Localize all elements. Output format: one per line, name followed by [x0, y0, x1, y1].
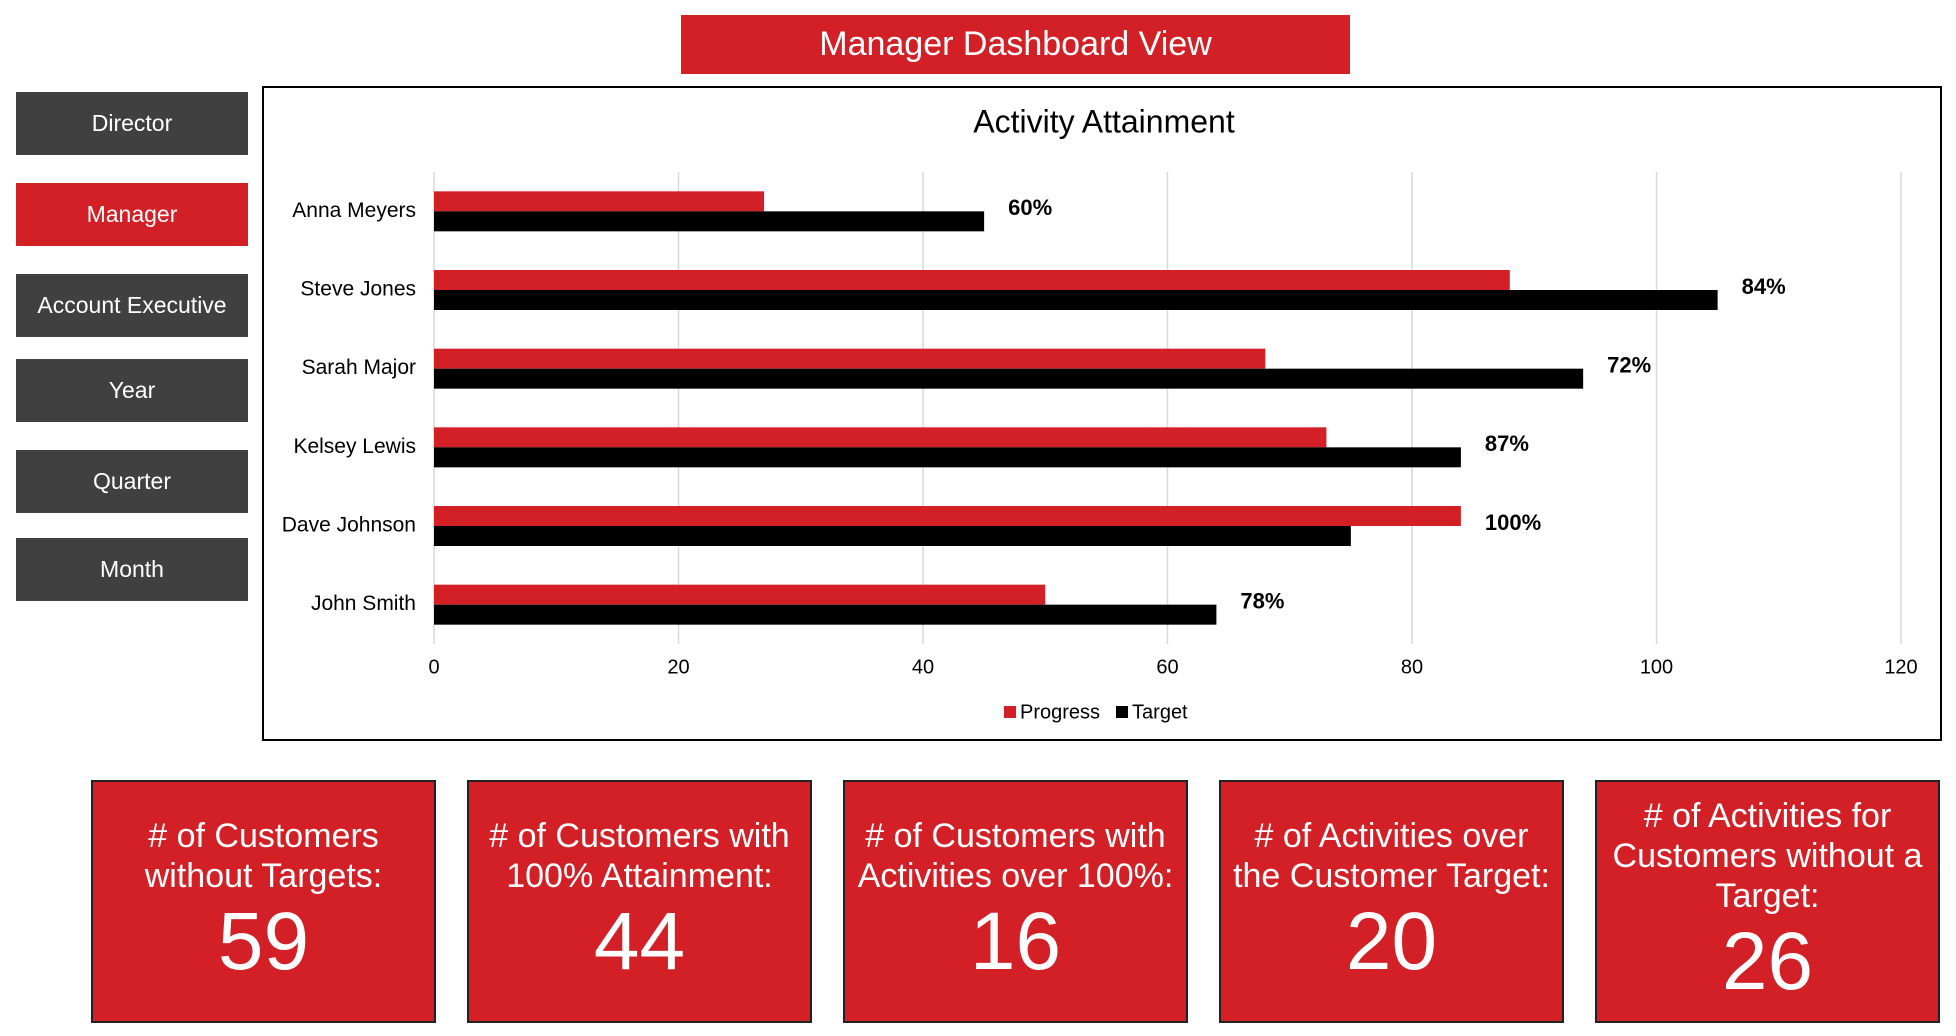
kpi-value: 44 [593, 895, 686, 987]
bar [434, 290, 1718, 310]
bar [434, 584, 1046, 605]
attainment-label: 84% [1742, 274, 1786, 299]
kpi-label: # of Customers with 100% Attainment: [489, 816, 790, 895]
kpi-value: 20 [1345, 895, 1438, 987]
kpi-label: # of Activities for Customers without a … [1612, 796, 1923, 915]
nav-button[interactable]: Month [16, 538, 248, 601]
x-tick-label: 40 [912, 656, 934, 678]
x-tick-label: 0 [428, 656, 439, 678]
nav-button[interactable]: Director [16, 92, 248, 155]
attainment-label: 100% [1485, 510, 1541, 535]
nav-button[interactable]: Quarter [16, 450, 248, 513]
y-tick-label: Anna Meyers [292, 199, 416, 222]
bar [434, 506, 1461, 526]
nav-button[interactable]: Manager [16, 183, 248, 246]
kpi-card: # of Customers with Activities over 100%… [843, 780, 1188, 1023]
x-tick-label: 100 [1640, 656, 1673, 678]
y-tick-label: Sarah Major [302, 356, 416, 379]
kpi-label: # of Activities over the Customer Target… [1233, 816, 1550, 895]
bar [434, 191, 765, 212]
legend-swatch [1116, 706, 1129, 718]
kpi-card: # of Customers without Targets: 59 [91, 780, 436, 1023]
x-tick-label: 60 [1156, 656, 1178, 678]
bar [434, 427, 1327, 448]
y-tick-label: Kelsey Lewis [293, 435, 416, 458]
legend-swatch [1004, 706, 1016, 718]
y-tick-label: Dave Johnson [282, 514, 416, 537]
x-tick-label: 20 [667, 656, 689, 678]
kpi-card: # of Customers with 100% Attainment: 44 [467, 780, 812, 1023]
attainment-label: 78% [1240, 588, 1284, 613]
y-tick-label: John Smith [311, 592, 416, 615]
bar [434, 211, 985, 232]
bar [434, 348, 1266, 369]
x-tick-label: 80 [1401, 656, 1423, 678]
bar [434, 447, 1461, 468]
chart-title: Activity Attainment [973, 103, 1235, 139]
y-tick-label: Steve Jones [300, 278, 416, 301]
nav-button[interactable]: Account Executive [16, 274, 248, 337]
attainment-label: 87% [1485, 431, 1529, 456]
attainment-label: 60% [1008, 195, 1052, 220]
chart: Activity Attainment 0 20 40 60 80 100 120 Anna … [262, 86, 1942, 741]
kpi-card: # of Activities for Customers without a … [1595, 780, 1940, 1023]
bar [434, 368, 1584, 389]
legend-label: Progress [1020, 701, 1100, 723]
kpi-value: 16 [969, 895, 1062, 987]
kpi-label: # of Customers without Targets: [144, 816, 383, 895]
nav-button[interactable]: Year [16, 359, 248, 422]
bar [434, 270, 1510, 290]
bar [434, 526, 1351, 546]
bar [434, 604, 1217, 625]
dashboard-title: Manager Dashboard View [681, 15, 1350, 74]
x-tick-label: 120 [1884, 656, 1917, 678]
kpi-card: # of Activities over the Customer Target… [1219, 780, 1564, 1023]
kpi-label: # of Customers with Activities over 100%… [857, 816, 1174, 895]
kpi-value: 59 [217, 895, 310, 987]
attainment-label: 72% [1607, 352, 1651, 377]
legend-label: Target [1132, 701, 1188, 723]
kpi-value: 26 [1721, 915, 1814, 1007]
